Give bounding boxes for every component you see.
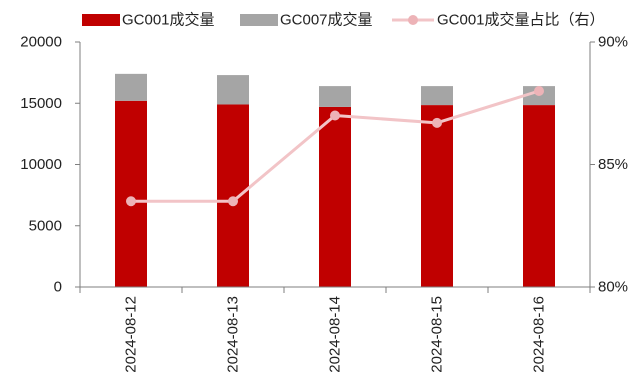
- bar-series1-2024-08-14: [319, 86, 351, 107]
- legend-label-gc001-share: GC001成交量占比（右）: [437, 11, 605, 29]
- labels-layer: 0 5000 10000 15000 20000 80% 85% 90% 2024-08-12 2…: [20, 34, 628, 373]
- line-point-2024-08-12: [126, 196, 136, 207]
- bar-series1-2024-08-13: [217, 75, 249, 105]
- legend-marker-gc001-share: [408, 15, 418, 25]
- x-category-label: 2024-08-14: [327, 296, 344, 373]
- bar-series0-2024-08-16: [523, 105, 555, 288]
- legend-label-gc007: GC007成交量: [280, 11, 373, 29]
- y-tick-label: 10000: [20, 156, 62, 173]
- line-point-2024-08-15: [432, 117, 442, 128]
- bars-layer: [115, 73, 555, 288]
- y-tick-label: 5000: [29, 217, 62, 234]
- legend-swatch-gc001: [82, 14, 120, 26]
- legend-item-gc001: GC001成交量: [82, 11, 215, 29]
- legend-label-gc001: GC001成交量: [122, 11, 215, 29]
- y-tick-label: 15000: [20, 95, 62, 112]
- bar-series1-2024-08-12: [115, 73, 147, 101]
- bar-series0-2024-08-13: [217, 104, 249, 287]
- line-point-2024-08-14: [330, 110, 340, 121]
- legend-item-gc001-share: GC001成交量占比（右）: [392, 11, 605, 29]
- bar-series0-2024-08-15: [421, 105, 453, 288]
- x-category-label: 2024-08-13: [225, 296, 242, 373]
- legend: GC001成交量 GC007成交量 GC001成交量占比（右）: [82, 11, 605, 29]
- bar-series0-2024-08-12: [115, 100, 147, 287]
- legend-swatch-gc007: [240, 14, 278, 26]
- axes-layer: [75, 41, 595, 293]
- y-tick-label: 20000: [20, 34, 62, 51]
- bar-series1-2024-08-15: [421, 86, 453, 106]
- line-layer: [126, 86, 544, 207]
- y-tick-label: 0: [54, 279, 62, 296]
- y2-tick-label: 85%: [598, 156, 628, 173]
- bar-series0-2024-08-14: [319, 106, 351, 287]
- x-category-label: 2024-08-12: [123, 296, 140, 373]
- line-point-2024-08-13: [228, 196, 238, 207]
- y2-tick-label: 80%: [598, 279, 628, 296]
- legend-item-gc007: GC007成交量: [240, 11, 373, 29]
- x-category-label: 2024-08-16: [531, 296, 548, 373]
- x-category-label: 2024-08-15: [429, 296, 446, 373]
- line-point-2024-08-16: [534, 86, 544, 96]
- y2-tick-label: 90%: [598, 34, 628, 51]
